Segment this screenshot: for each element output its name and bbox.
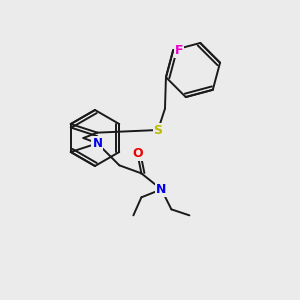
Text: F: F xyxy=(175,44,184,57)
Text: O: O xyxy=(132,147,143,160)
Text: N: N xyxy=(92,137,102,150)
Text: S: S xyxy=(154,124,163,136)
Text: N: N xyxy=(156,183,167,196)
